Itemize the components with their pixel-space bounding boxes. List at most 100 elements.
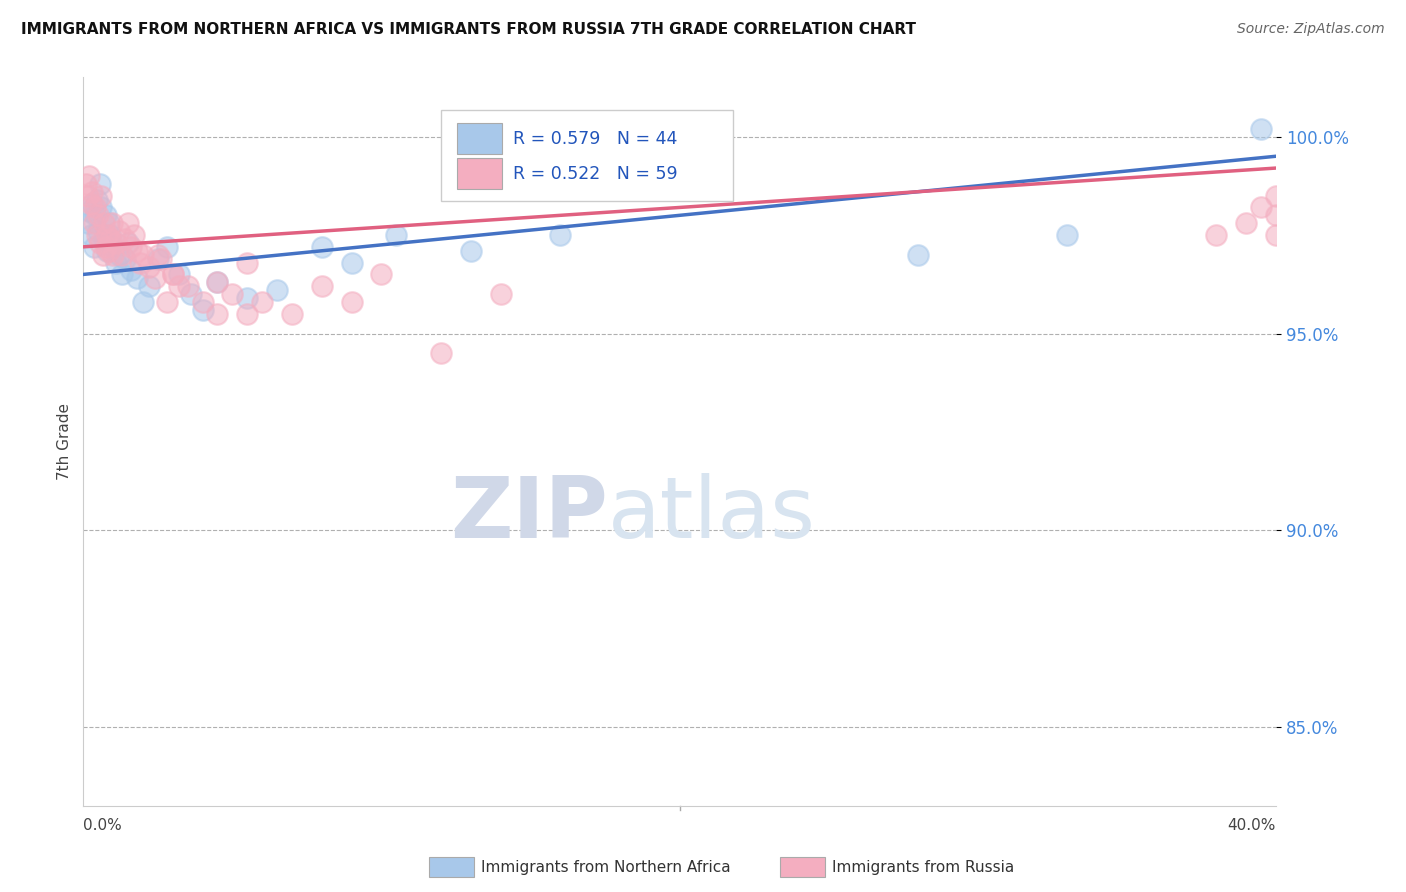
Point bbox=[100, 216, 122, 230]
Text: Source: ZipAtlas.com: Source: ZipAtlas.com bbox=[1237, 22, 1385, 37]
Point bbox=[75, 177, 97, 191]
Point bbox=[132, 248, 155, 262]
Point bbox=[162, 268, 184, 282]
Point bbox=[489, 287, 512, 301]
Text: R = 0.579   N = 44: R = 0.579 N = 44 bbox=[513, 129, 678, 148]
Point bbox=[111, 248, 134, 262]
Point bbox=[281, 307, 304, 321]
Point bbox=[83, 216, 105, 230]
Point bbox=[101, 248, 124, 262]
Point bbox=[149, 252, 172, 266]
Text: IMMIGRANTS FROM NORTHERN AFRICA VS IMMIGRANTS FROM RUSSIA 7TH GRADE CORRELATION : IMMIGRANTS FROM NORTHERN AFRICA VS IMMIG… bbox=[21, 22, 917, 37]
Point bbox=[87, 224, 110, 238]
Point bbox=[101, 240, 124, 254]
FancyBboxPatch shape bbox=[457, 123, 502, 154]
Point bbox=[87, 208, 110, 222]
Point bbox=[1250, 121, 1272, 136]
Point bbox=[156, 295, 179, 310]
Point bbox=[1265, 227, 1288, 242]
Point bbox=[105, 235, 128, 250]
FancyBboxPatch shape bbox=[457, 159, 502, 189]
FancyBboxPatch shape bbox=[441, 111, 734, 202]
Point bbox=[111, 268, 134, 282]
Point bbox=[90, 201, 112, 215]
Point bbox=[191, 295, 214, 310]
Point bbox=[108, 248, 131, 262]
Point bbox=[1265, 208, 1288, 222]
Point bbox=[89, 177, 111, 191]
Point bbox=[191, 302, 214, 317]
Point bbox=[156, 240, 179, 254]
Point bbox=[138, 260, 160, 274]
Point bbox=[132, 295, 155, 310]
Point bbox=[385, 227, 408, 242]
Text: Immigrants from Russia: Immigrants from Russia bbox=[832, 860, 1015, 874]
Point bbox=[1056, 227, 1078, 242]
Point bbox=[460, 244, 482, 258]
Text: ZIP: ZIP bbox=[450, 474, 609, 557]
Point bbox=[93, 216, 115, 230]
Point bbox=[117, 216, 139, 230]
Point bbox=[138, 279, 160, 293]
Point bbox=[91, 248, 114, 262]
Point bbox=[96, 244, 118, 258]
Point bbox=[907, 248, 929, 262]
Point bbox=[370, 268, 392, 282]
Y-axis label: 7th Grade: 7th Grade bbox=[58, 403, 72, 481]
Point bbox=[340, 255, 363, 269]
Text: Immigrants from Northern Africa: Immigrants from Northern Africa bbox=[481, 860, 731, 874]
Point bbox=[266, 283, 288, 297]
Point bbox=[120, 240, 142, 254]
Point bbox=[207, 307, 229, 321]
Point bbox=[108, 224, 131, 238]
Point bbox=[236, 291, 259, 305]
Point bbox=[97, 216, 120, 230]
Text: 0.0%: 0.0% bbox=[83, 818, 122, 833]
Point bbox=[311, 240, 333, 254]
Point bbox=[167, 268, 190, 282]
Point bbox=[89, 235, 111, 250]
Text: 40.0%: 40.0% bbox=[1227, 818, 1277, 833]
Point bbox=[122, 227, 145, 242]
Point bbox=[143, 271, 166, 285]
Point bbox=[90, 188, 112, 202]
Point bbox=[250, 295, 273, 310]
Point bbox=[93, 232, 115, 246]
Point bbox=[76, 216, 98, 230]
Point bbox=[180, 287, 202, 301]
Point bbox=[1234, 216, 1257, 230]
Point bbox=[97, 244, 120, 258]
Point bbox=[94, 208, 117, 222]
Point bbox=[82, 196, 104, 211]
Point bbox=[80, 227, 103, 242]
Point bbox=[84, 201, 107, 215]
Point bbox=[176, 279, 198, 293]
Point bbox=[120, 263, 142, 277]
Point bbox=[114, 232, 136, 246]
Point bbox=[98, 227, 121, 242]
Point bbox=[94, 240, 117, 254]
Point bbox=[80, 196, 103, 211]
Point bbox=[96, 227, 118, 242]
Point bbox=[146, 252, 169, 266]
Text: atlas: atlas bbox=[609, 474, 815, 557]
Point bbox=[98, 232, 121, 246]
Point bbox=[236, 255, 259, 269]
Point bbox=[1205, 227, 1227, 242]
Point bbox=[77, 204, 100, 219]
Point bbox=[83, 240, 105, 254]
Point bbox=[105, 255, 128, 269]
Point bbox=[162, 268, 184, 282]
Point bbox=[221, 287, 243, 301]
Point bbox=[207, 275, 229, 289]
Point bbox=[236, 307, 259, 321]
Point bbox=[550, 227, 572, 242]
Point bbox=[1250, 201, 1272, 215]
Point bbox=[125, 271, 148, 285]
Text: R = 0.522   N = 59: R = 0.522 N = 59 bbox=[513, 165, 678, 183]
Point bbox=[125, 244, 148, 258]
Point bbox=[86, 193, 108, 207]
Point bbox=[129, 255, 152, 269]
Point bbox=[430, 346, 453, 360]
Point bbox=[86, 227, 108, 242]
